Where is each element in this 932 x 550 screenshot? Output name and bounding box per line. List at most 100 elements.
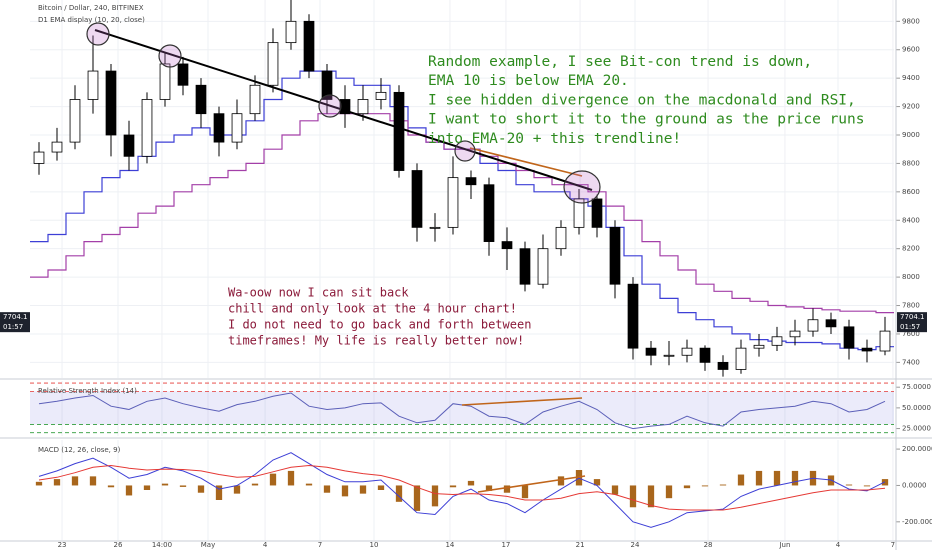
candle-body <box>141 99 153 157</box>
candle-body <box>537 248 549 285</box>
grid-layer: 23 26 14:00 May 4 7 10 14 17 21 24 28 Jun 4 7 7400 7600 7… <box>30 0 932 549</box>
candle-body <box>555 226 567 250</box>
candle-body <box>465 177 477 186</box>
macd-line <box>38 464 886 511</box>
price-tag <box>897 312 927 333</box>
candle-body <box>321 70 333 100</box>
annotation-text: I want to short it to the ground as the … <box>428 112 865 128</box>
y-tick-label: 75.0000 <box>902 383 931 391</box>
y-tick-label: 9400 <box>902 74 920 82</box>
histogram-bar <box>611 485 619 495</box>
annotation-text: I see hidden divergence on the macdonald… <box>428 92 856 108</box>
candle-body <box>663 354 675 357</box>
histogram-bar <box>161 483 169 486</box>
panel-title: Relative Strength Index (14) <box>38 387 137 395</box>
candle-body <box>357 99 369 115</box>
y-tick-label: 7800 <box>902 302 920 310</box>
candle-body <box>123 134 135 157</box>
histogram-bar <box>521 485 529 499</box>
candle-body <box>681 347 693 356</box>
y-tick-label: 7400 <box>902 358 920 366</box>
histogram-bar <box>233 485 241 494</box>
chart-subtitle: D1 EMA display (10, 20, close) <box>38 16 145 24</box>
candle-body <box>267 42 279 86</box>
candle-body <box>843 326 855 349</box>
histogram-bar <box>251 483 259 486</box>
candle-body <box>735 347 747 370</box>
ema-line <box>30 113 894 314</box>
candle-body <box>591 198 603 228</box>
note-text: Wa-oow now I can sit back <box>228 286 409 300</box>
annotation-text: into EMA-20 + this trendline! <box>428 131 681 147</box>
candle-body <box>609 226 621 285</box>
y-tick-label: 8200 <box>902 245 920 253</box>
histogram-bar <box>629 485 637 508</box>
histogram-bar <box>665 485 673 499</box>
highlight-circle <box>563 170 601 204</box>
y-tick-label: 25.0000 <box>902 425 931 433</box>
histogram-bar <box>143 485 151 490</box>
histogram-bar <box>269 473 277 486</box>
note-text: I do not need to go back and forth betwe… <box>228 318 531 332</box>
panel-title: MACD (12, 26, close, 9) <box>38 446 121 454</box>
candle-body <box>519 248 531 285</box>
countdown-label: 01:57 <box>3 323 23 331</box>
y-tick-label: 9000 <box>902 131 920 139</box>
y-tick-label: 0.0000 <box>902 481 927 489</box>
histogram-bar <box>305 483 313 486</box>
chart-title: Bitcoin / Dollar, 240, BITFINEX <box>38 4 144 12</box>
candle-body <box>879 330 891 352</box>
x-tick-label: 23 <box>58 541 67 549</box>
histogram-bar <box>593 479 601 486</box>
candle-body <box>303 20 315 72</box>
x-tick-label: 28 <box>704 541 713 549</box>
candle-body <box>771 336 783 346</box>
note-text: chill and only look at the 4 hour chart! <box>228 302 517 316</box>
histogram-bar <box>89 476 97 486</box>
annotations: Random example, I see Bit-con trend is d… <box>228 54 865 348</box>
y-tick-label: -200.0000 <box>902 518 932 526</box>
histogram-bar <box>287 470 295 486</box>
candle-body <box>177 63 189 86</box>
candle-body <box>627 283 639 349</box>
x-tick-label: 26 <box>114 541 123 549</box>
histogram-bar <box>107 485 115 488</box>
histogram-bar <box>701 485 709 487</box>
histogram-bar <box>737 474 745 486</box>
highlight-circle <box>454 140 476 162</box>
highlight-circle <box>158 44 182 68</box>
candle-body <box>69 99 81 143</box>
x-tick-label: 4 <box>836 541 841 549</box>
y-tick-label: 8400 <box>902 216 920 224</box>
histogram-bar <box>647 485 655 508</box>
candle-body <box>483 184 495 242</box>
histogram-bar <box>755 470 763 486</box>
candle-body <box>51 141 63 153</box>
candle-body <box>159 63 171 100</box>
histogram-bar <box>197 485 205 493</box>
x-tick-label: 21 <box>576 541 585 549</box>
histogram-bar <box>323 485 331 493</box>
price-tag <box>0 312 30 333</box>
x-tick-label: 17 <box>501 541 510 549</box>
candle-body <box>645 347 657 356</box>
y-tick-label: 8800 <box>902 159 920 167</box>
divergence-line <box>461 397 583 406</box>
histogram-bar <box>791 470 799 486</box>
annotation-text: Random example, I see Bit-con trend is d… <box>428 54 812 70</box>
candle-body <box>339 99 351 115</box>
candle-body <box>105 70 117 136</box>
candle-body <box>195 84 207 115</box>
y-tick-label: 9800 <box>902 17 920 25</box>
candle-body <box>87 70 99 100</box>
candle-body <box>285 20 297 44</box>
x-tick-label: 10 <box>370 541 379 549</box>
histogram-bar <box>845 484 853 486</box>
histogram-bar <box>377 485 385 490</box>
histogram-bar <box>773 470 781 486</box>
x-tick-label: 4 <box>263 541 268 549</box>
histogram-bar <box>503 485 511 493</box>
x-tick-label: Jun <box>778 541 790 549</box>
